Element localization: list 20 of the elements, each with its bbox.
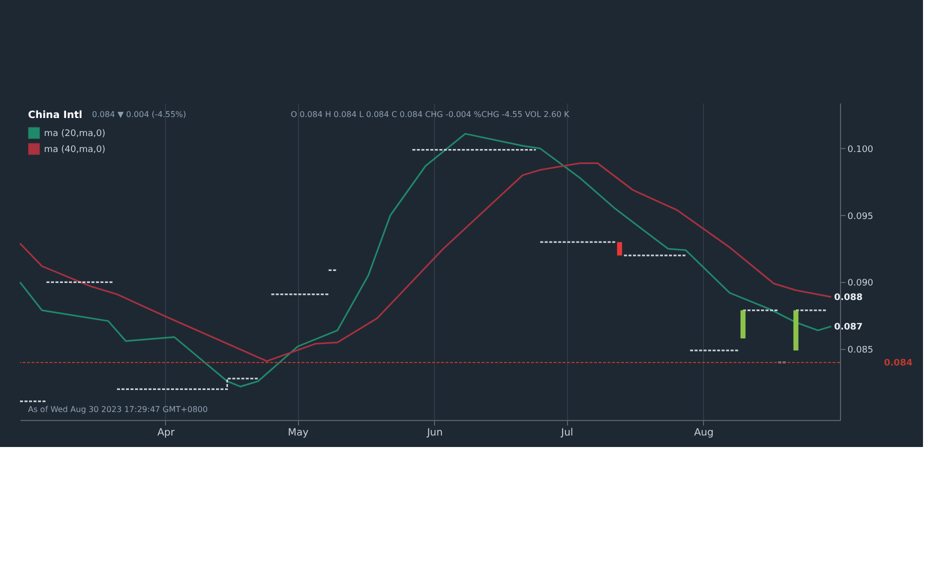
text: China Intl [28,110,82,121]
y-tick-label: 0.095 [848,212,874,222]
ref-line-label: 0.084 [884,358,912,368]
legend-label: ma (40,ma,0) [44,145,106,155]
annotation: O 0.084 H 0.084 L 0.084 C 0.084 CHG -0.004 %CHG -4.55 VOL 2.60 K [290,110,570,119]
annotation: As of Wed Aug 30 2023 17:29:47 GMT+0800 [28,405,208,414]
x-tick-label: Jun [426,428,443,438]
y-tick-label: 0.100 [848,144,874,155]
y-tick-label: 0.085 [848,346,874,356]
line-series [19,162,832,362]
x-tick-label: Apr [157,428,176,438]
y-tick-label: 0.090 [848,278,874,289]
x-tick-label: May [288,428,309,438]
x-tick-label: Aug [694,428,714,438]
annotation: 0.088 [834,292,863,303]
annotation: 0.084 ▼ 0.004 (-4.55%) [92,110,186,119]
legend-label: ma (20,ma,0) [44,129,106,139]
candlestick [617,242,622,256]
x-tick-label: Jul [560,428,574,438]
annotation: 0.087 [834,322,863,332]
